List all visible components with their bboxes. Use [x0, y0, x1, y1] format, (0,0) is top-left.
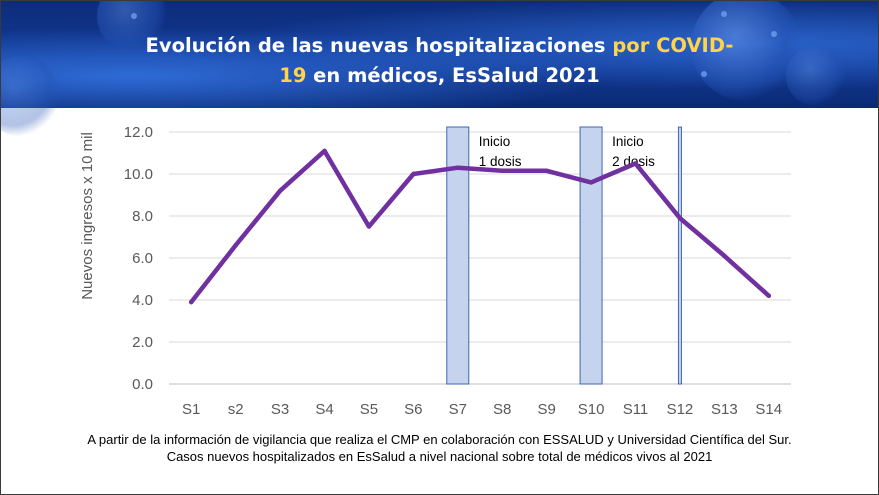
x-tick-label: S7	[449, 401, 467, 418]
page-title: Evolución de las nuevas hospitalizacione…	[1, 31, 878, 91]
data-point	[455, 165, 460, 170]
vaccine-markers	[446, 126, 682, 385]
title-highlight-covid: por COVID-	[612, 34, 734, 57]
y-tick-labels: 0.0 2.0 4.0 6.0 8.0 10.0 12.0	[124, 124, 153, 393]
data-point	[233, 243, 238, 248]
virus-spike-icon	[771, 31, 777, 37]
data-point	[722, 253, 727, 259]
x-tick-label: S8	[493, 401, 511, 418]
data-point	[411, 171, 416, 177]
x-tick-label: S1	[182, 401, 200, 418]
x-tick-labels: S1 s2 S3 S4 S5 S6 S7 S8 S9 S10 S11 S12 S13 S14	[182, 401, 782, 418]
x-tick-label: S12	[667, 401, 694, 418]
virus-decoration-icon	[786, 46, 846, 106]
grid-lines	[169, 131, 791, 385]
footnote-line-1: A partir de la información de vigilancia…	[87, 432, 792, 447]
vaccine-marker-bar	[579, 126, 603, 385]
annotation-label: 2 dosis	[612, 154, 655, 169]
data-point	[544, 168, 549, 174]
y-axis-label: Nuevos ingresos x 10 mil	[79, 132, 96, 300]
footnote: A partir de la información de vigilancia…	[1, 431, 878, 465]
data-point	[633, 161, 638, 166]
virus-spike-icon	[721, 11, 727, 17]
title-highlight-19: 19	[279, 64, 307, 87]
x-tick-label: S13	[711, 401, 738, 418]
y-tick-label: 6.0	[132, 250, 153, 267]
vaccine-marker-bar	[677, 126, 682, 385]
virus-spike-icon	[701, 71, 707, 77]
y-tick-label: 10.0	[124, 166, 153, 183]
x-tick-label: S11	[623, 401, 649, 418]
data-point	[366, 224, 372, 229]
line-chart: 0.0 2.0 4.0 6.0 8.0 10.0 12.0 S1 s2 S3 S4 S5 S6 S7 S8…	[79, 124, 791, 418]
title-text-start: Evolución de las nuevas hospitalizacione…	[145, 34, 613, 57]
header-banner: Evolución de las nuevas hospitalizacione…	[1, 1, 878, 136]
title-text-end: en médicos, EsSalud 2021	[306, 64, 600, 87]
y-tick-label: 8.0	[132, 208, 153, 225]
data-series	[188, 148, 772, 305]
x-tick-label: S3	[271, 401, 289, 418]
x-tick-label: s2	[228, 401, 244, 418]
virus-spike-icon	[131, 13, 137, 19]
series-line	[188, 148, 772, 305]
vaccine-marker-bar	[446, 126, 470, 385]
annotation-label: Inicio	[612, 134, 644, 149]
data-point	[189, 299, 194, 305]
annotation-label: 1 dosis	[479, 154, 522, 169]
x-tick-label: S6	[404, 401, 422, 418]
x-tick-label: S4	[315, 401, 333, 418]
annotation-label: Inicio	[479, 134, 511, 149]
data-point	[322, 148, 327, 154]
data-point	[588, 180, 594, 185]
y-tick-label: 4.0	[132, 292, 153, 309]
y-tick-label: 12.0	[124, 124, 153, 141]
footnote-line-2: Casos nuevos hospitalizados en EsSalud a…	[166, 449, 713, 464]
x-tick-label: S5	[360, 401, 378, 418]
x-tick-label: S14	[755, 401, 782, 418]
x-tick-label: S10	[578, 401, 605, 418]
data-point	[766, 293, 771, 298]
y-tick-label: 0.0	[132, 376, 153, 393]
data-point	[500, 168, 505, 174]
marker-annotations: Inicio 1 dosis Inicio 2 dosis	[479, 134, 655, 169]
x-tick-label: S9	[537, 401, 555, 418]
data-point	[677, 215, 683, 221]
virus-decoration-icon	[691, 1, 801, 101]
data-point	[277, 188, 283, 193]
y-tick-label: 2.0	[132, 334, 153, 351]
